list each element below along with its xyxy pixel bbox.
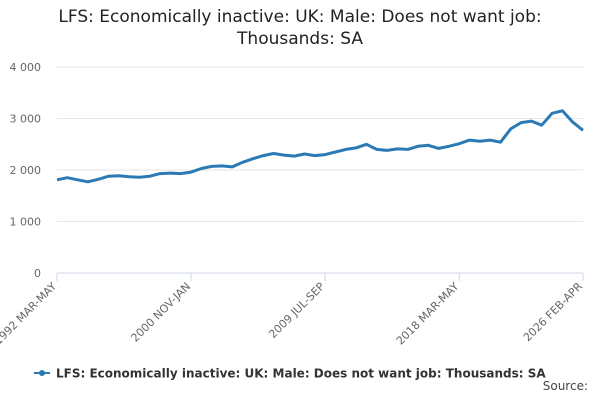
x-tick-label: 1992 MAR-MAY — [0, 280, 59, 348]
x-tick-label: 2018 MAR-MAY — [394, 280, 462, 348]
chart-title: LFS: Economically inactive: UK: Male: Do… — [58, 7, 542, 49]
y-tick-label: 4 000 — [10, 61, 42, 74]
legend-marker — [39, 370, 45, 376]
x-tick-label: 2009 JUL-SEP — [266, 280, 327, 341]
data-line — [56, 109, 584, 184]
y-tick-label: 0 — [34, 267, 41, 280]
x-tick-label: 2000 NOV-JAN — [129, 280, 194, 345]
legend-label: LFS: Economically inactive: UK: Male: Do… — [56, 367, 546, 381]
y-tick-label: 1 000 — [10, 216, 42, 229]
y-tick-label: 2 000 — [10, 164, 42, 177]
source: Source: — [543, 379, 588, 393]
y-tick-label: 3 000 — [10, 113, 42, 126]
x-tick-label: 2026 FEB-APR — [521, 280, 585, 344]
